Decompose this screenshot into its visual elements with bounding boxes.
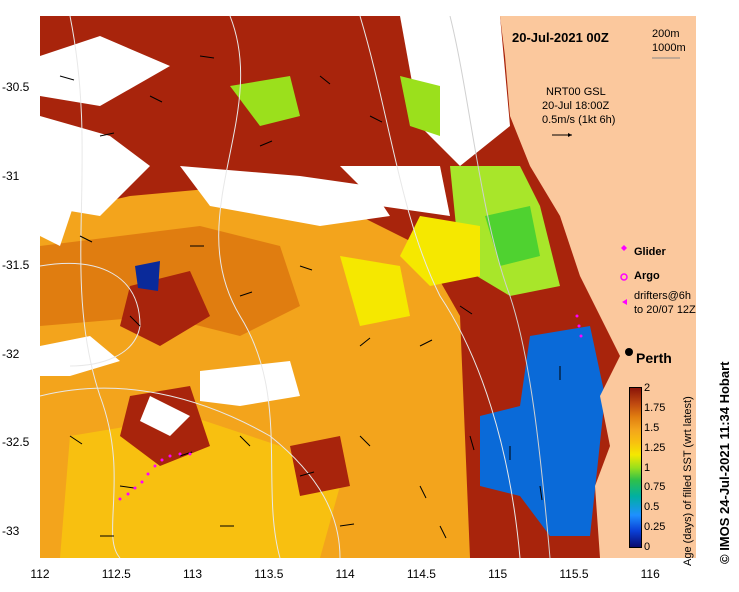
x-tick-label: 114 — [335, 567, 355, 581]
ocean-age-one-day — [485, 206, 540, 266]
city-label-perth: Perth — [636, 350, 672, 366]
glider-marker — [621, 245, 627, 251]
missing-data-region — [40, 176, 80, 246]
argo-marker — [620, 273, 628, 281]
map-frame — [40, 16, 696, 558]
ocean-age-one-day — [400, 76, 440, 136]
ocean-old-patch — [120, 271, 210, 346]
depth-contour — [40, 387, 341, 558]
credit-label: © IMOS 24-Jul-2021 11:34 Hobart — [717, 361, 732, 565]
x-tick-label: 112 — [30, 567, 50, 581]
ocean-old-patch — [290, 436, 350, 496]
land-western-australia — [500, 16, 696, 558]
legend-argo-label: Argo — [634, 270, 660, 282]
legend-glider-label: Glider — [634, 246, 666, 258]
missing-data-region — [180, 166, 390, 226]
current-source-label: NRT00 GSL — [546, 86, 606, 98]
ocean-young-sst — [60, 416, 340, 558]
missing-data-region — [40, 36, 170, 106]
y-tick-label: -31.5 — [2, 257, 30, 272]
current-scale-label: 0.5m/s (1kt 6h) — [542, 114, 616, 126]
current-time-label: 20-Jul 18:00Z — [542, 100, 610, 112]
colorbar-tick-label: 0.5 — [644, 501, 660, 514]
depth-contour — [218, 16, 281, 558]
y-tick-label: -30.5 — [2, 80, 30, 95]
depth-contour — [69, 16, 121, 558]
ocean-fresh-sst — [480, 326, 605, 536]
legend-drifters-label-1: drifters@6h — [634, 290, 692, 302]
colorbar-title: Age (days) of filled SST (wrt latest) — [682, 396, 694, 566]
depth-contour-label-1: 200m — [652, 28, 680, 40]
drifter-marker — [622, 299, 627, 305]
colorbar-tick-label: 1 — [644, 461, 651, 474]
colorbar-tick-label: 0 — [644, 541, 651, 553]
depth-contour — [449, 16, 551, 558]
perth-marker — [625, 348, 633, 356]
age-colorbar — [629, 387, 642, 548]
colorbar-tick-label: 0.25 — [644, 521, 666, 534]
x-tick-label: 114.5 — [406, 567, 436, 581]
ocean-age-one-day — [230, 76, 300, 126]
y-tick-label: -32.5 — [2, 435, 30, 450]
colorbar-tick-label: 2 — [644, 382, 651, 394]
y-tick-label: -33 — [2, 524, 20, 539]
depth-contour — [40, 263, 141, 367]
colorbar-tick-label: 1.25 — [644, 441, 666, 454]
colorbar-tick-label: 0.75 — [644, 481, 666, 494]
depth-contour — [359, 16, 521, 558]
x-tick-label: 113.5 — [254, 567, 284, 581]
glider-track — [118, 314, 583, 501]
ocean-age-yellow — [340, 256, 410, 326]
x-tick-label: 112.5 — [101, 567, 131, 581]
ocean-age-yellow — [400, 216, 480, 286]
y-tick-label: -32 — [2, 346, 20, 361]
x-tick-label: 116 — [640, 567, 660, 581]
map-title: 20-Jul-2021 00Z — [512, 30, 609, 45]
missing-data-region — [140, 396, 190, 436]
map-canvas — [40, 16, 696, 558]
ocean-fresh-sst — [135, 261, 160, 291]
missing-data-region — [340, 166, 450, 216]
x-tick-label: 115 — [488, 567, 508, 581]
missing-data-region — [40, 336, 120, 376]
colorbar-tick-label: 1.5 — [644, 421, 660, 434]
legend-drifters-label-2: to 20/07 12Z — [634, 304, 696, 316]
colorbar-tick-label: 1.75 — [644, 401, 666, 414]
depth-contour-label-2: 1000m — [652, 42, 686, 54]
x-tick-label: 113 — [182, 567, 203, 581]
y-tick-label: -31 — [2, 168, 20, 183]
x-tick-label: 115.5 — [559, 567, 589, 581]
missing-data-region — [200, 361, 300, 406]
